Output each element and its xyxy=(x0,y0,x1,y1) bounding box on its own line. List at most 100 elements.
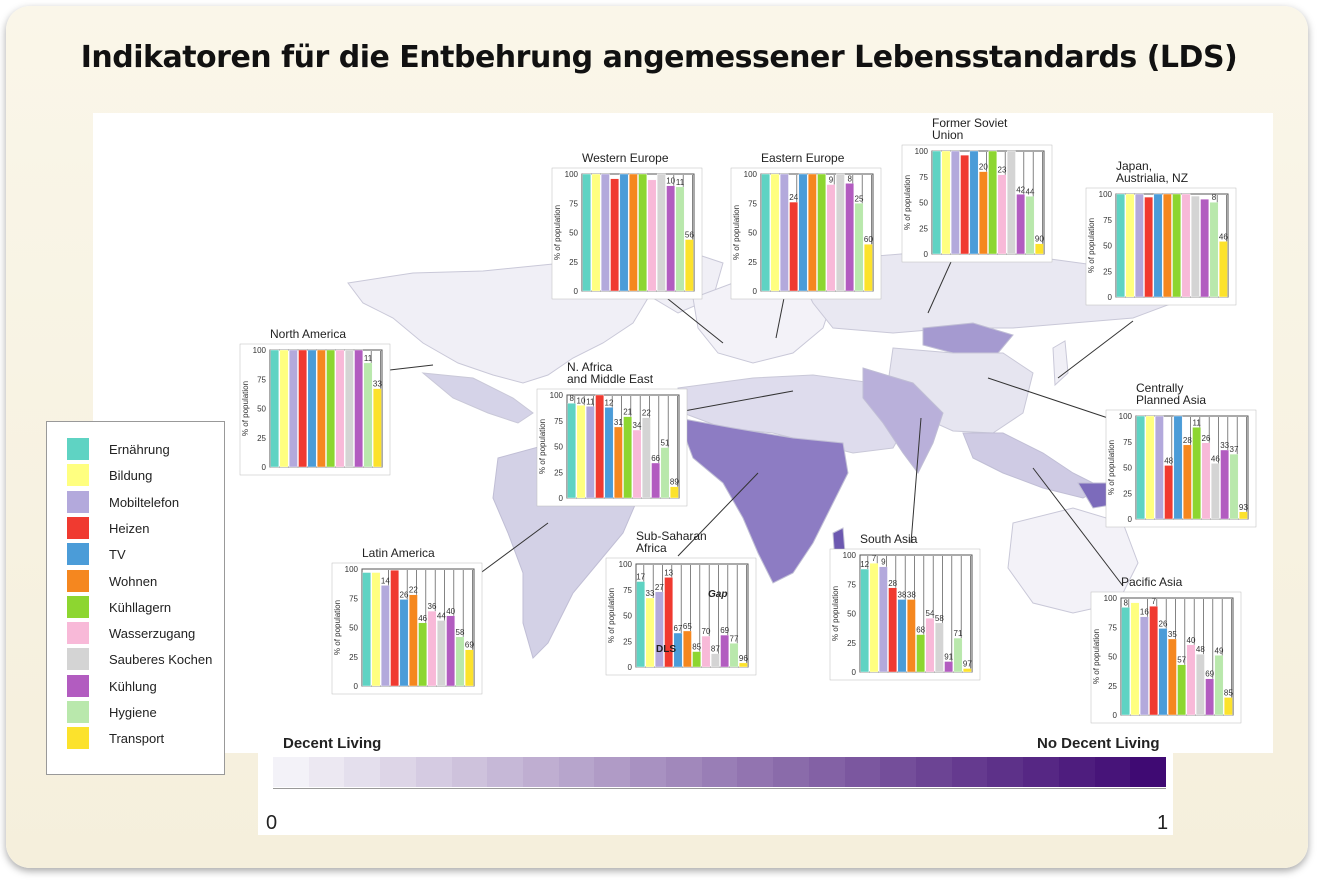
bar xyxy=(1190,195,1200,298)
bar xyxy=(344,349,354,468)
legend-label: Hygiene xyxy=(109,705,157,720)
gap-value-label: 7 xyxy=(1151,597,1156,606)
y-tick-label: 50 xyxy=(919,199,928,208)
region-chart: Pacific Asia 0 25 50 75 100 % of population 8 16… xyxy=(1090,575,1242,724)
scale-step xyxy=(1130,757,1166,787)
bar xyxy=(654,591,664,668)
gap-value-label: 42 xyxy=(1016,185,1025,194)
y-tick-label: 25 xyxy=(257,434,266,443)
gap-value-label: 40 xyxy=(1187,636,1196,645)
legend-swatch xyxy=(67,569,89,592)
bar xyxy=(1006,150,1016,255)
region-title: Former Soviet xyxy=(932,116,1008,130)
bar xyxy=(1164,465,1174,520)
gap-value-label: 33 xyxy=(1220,441,1229,450)
legend-label: Wasserzugang xyxy=(109,626,196,642)
y-tick-label: 0 xyxy=(628,663,633,672)
scale-axis-line xyxy=(273,788,1166,789)
y-tick-label: 100 xyxy=(1119,412,1133,421)
y-tick-label: 25 xyxy=(748,258,757,267)
scale-step xyxy=(308,757,345,787)
plot-frame xyxy=(931,150,1045,255)
region-title: Africa xyxy=(636,541,667,555)
plot-frame xyxy=(566,394,680,499)
gap-value-label: 27 xyxy=(655,583,664,592)
bar xyxy=(1192,427,1202,520)
gap-value-label: 10 xyxy=(577,396,586,405)
bar xyxy=(645,597,655,668)
bar xyxy=(446,615,456,687)
scale-step xyxy=(630,757,666,787)
scale-step xyxy=(808,757,845,787)
y-tick-label: 75 xyxy=(1123,438,1132,447)
bar xyxy=(798,173,808,292)
y-tick-label: 25 xyxy=(554,468,563,477)
gap-value-label: 10 xyxy=(666,177,675,186)
bar xyxy=(1153,193,1163,298)
bar xyxy=(288,349,298,468)
gap-value-label: 56 xyxy=(685,231,694,240)
scale-step xyxy=(701,757,738,787)
legend-label: TV xyxy=(109,547,126,563)
gap-value-label: 65 xyxy=(683,622,692,631)
map-region-sub-saharan-africa xyxy=(677,417,849,584)
bar xyxy=(371,572,381,687)
bar xyxy=(701,635,711,668)
gap-value-label: 89 xyxy=(670,478,679,487)
plot-frame xyxy=(1135,415,1249,520)
bar xyxy=(623,416,633,499)
scale-min-label: 0 xyxy=(266,812,278,834)
gap-value-label: 17 xyxy=(636,573,645,582)
gap-value-label: 26 xyxy=(1202,434,1211,443)
bar xyxy=(669,486,679,499)
bar xyxy=(270,349,280,468)
bar xyxy=(660,447,670,499)
region-title: Sub-Saharan xyxy=(636,529,707,543)
gap-value-label: 51 xyxy=(661,439,670,448)
gap-annotation: Gap xyxy=(708,589,727,600)
gap-value-label: 87 xyxy=(711,645,720,654)
y-tick-label: 100 xyxy=(1099,190,1113,199)
bar xyxy=(1201,442,1211,520)
bar xyxy=(1172,193,1182,298)
y-tick-label: 0 xyxy=(262,463,267,472)
y-tick-label: 0 xyxy=(1108,293,1113,302)
bar xyxy=(835,173,845,292)
scale-step xyxy=(594,757,631,787)
gap-value-label: 9 xyxy=(881,558,886,567)
plot-frame xyxy=(269,349,383,468)
gap-value-label: 21 xyxy=(623,408,632,417)
bar xyxy=(604,407,614,499)
bar xyxy=(595,394,605,499)
region-title: N. Africa xyxy=(567,360,613,374)
legend-label: Sauberes Kochen xyxy=(109,652,213,668)
gap-value-label: 85 xyxy=(692,643,701,652)
y-tick-label: 75 xyxy=(569,199,578,208)
bar xyxy=(647,179,657,292)
bar xyxy=(779,173,789,292)
scale-step xyxy=(1094,757,1131,787)
bar xyxy=(399,599,409,687)
bar xyxy=(1149,605,1159,716)
gap-value-label: 68 xyxy=(916,626,925,635)
y-tick-label: 50 xyxy=(1108,653,1117,662)
legend-label: Transport xyxy=(109,731,165,747)
legend-label: Kühllagern xyxy=(109,599,172,615)
region-title: Eastern Europe xyxy=(761,151,845,165)
bar xyxy=(1125,193,1135,298)
region-title: Centrally xyxy=(1136,381,1183,395)
bar xyxy=(916,634,926,673)
y-tick-label: 0 xyxy=(1113,711,1118,720)
gap-value-label: 85 xyxy=(1224,688,1233,697)
gap-value-label: 71 xyxy=(954,629,963,638)
y-tick-label: 0 xyxy=(559,494,564,503)
region-title: South Asia xyxy=(860,532,918,546)
y-axis-label: % of population xyxy=(553,205,562,260)
y-tick-label: 50 xyxy=(1123,464,1132,473)
region-title: Austrialia, NZ xyxy=(1116,171,1188,185)
bar xyxy=(464,649,474,687)
y-axis-label: % of population xyxy=(1107,440,1116,495)
scale-step xyxy=(344,757,381,787)
